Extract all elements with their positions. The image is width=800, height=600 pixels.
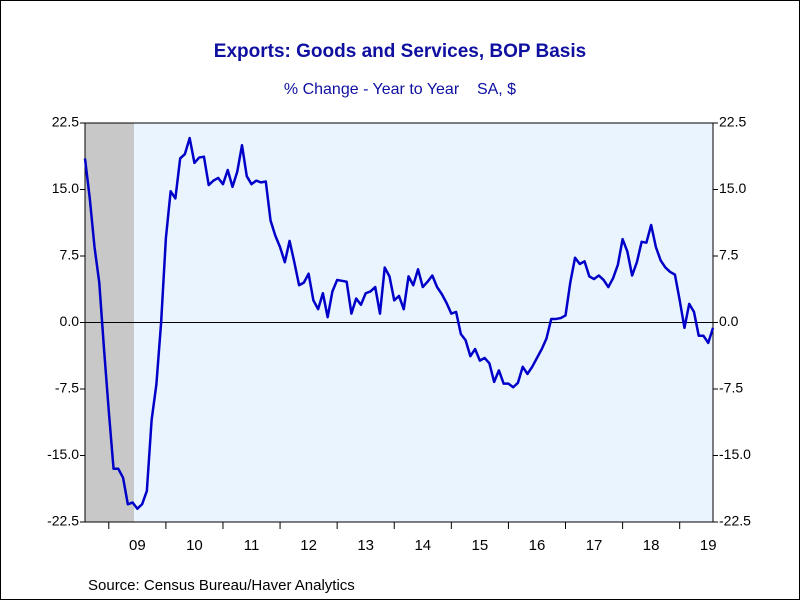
x-tick-label: 15 (472, 537, 489, 554)
y2-tick-label: -22.5 (719, 513, 751, 529)
y-tick-label: -15.0 (47, 446, 79, 462)
plot-border (84, 122, 714, 523)
y-tick-label: 0.0 (60, 313, 80, 329)
x-tick-label: 16 (529, 537, 546, 554)
y2-tick-label: -7.5 (719, 380, 743, 396)
y-tick-label: 7.5 (60, 247, 80, 263)
x-tick-label: 11 (244, 537, 260, 554)
y-tick-label: 22.5 (52, 114, 79, 130)
chart-title: Exports: Goods and Services, BOP Basis (214, 41, 586, 62)
x-tick-label: 14 (414, 537, 431, 554)
x-tick-label: 09 (129, 537, 146, 554)
y2-tick-label: 22.5 (719, 114, 746, 130)
y2-tick-label: 7.5 (719, 247, 739, 263)
x-tick-label: 13 (357, 537, 374, 554)
chart-subtitle: % Change - Year to Year SA, $ (284, 81, 516, 98)
source: Source: Census Bureau/Haver Analytics (88, 577, 355, 594)
y2-tick-label: -15.0 (719, 446, 751, 462)
x-tick-label: 18 (643, 537, 660, 554)
y-tick-label: 15.0 (52, 180, 79, 196)
x-tick-label: 12 (300, 537, 317, 554)
y2-tick-label: 15.0 (719, 180, 746, 196)
series-line (83, 136, 715, 510)
x-tick-label: 19 (700, 537, 717, 554)
x-tick-label: 17 (586, 537, 603, 554)
y-tick-label: -7.5 (55, 380, 79, 396)
y2-tick-label: 0.0 (719, 313, 739, 329)
y-tick-label: -22.5 (47, 513, 79, 529)
x-tick-label: 10 (186, 537, 203, 554)
